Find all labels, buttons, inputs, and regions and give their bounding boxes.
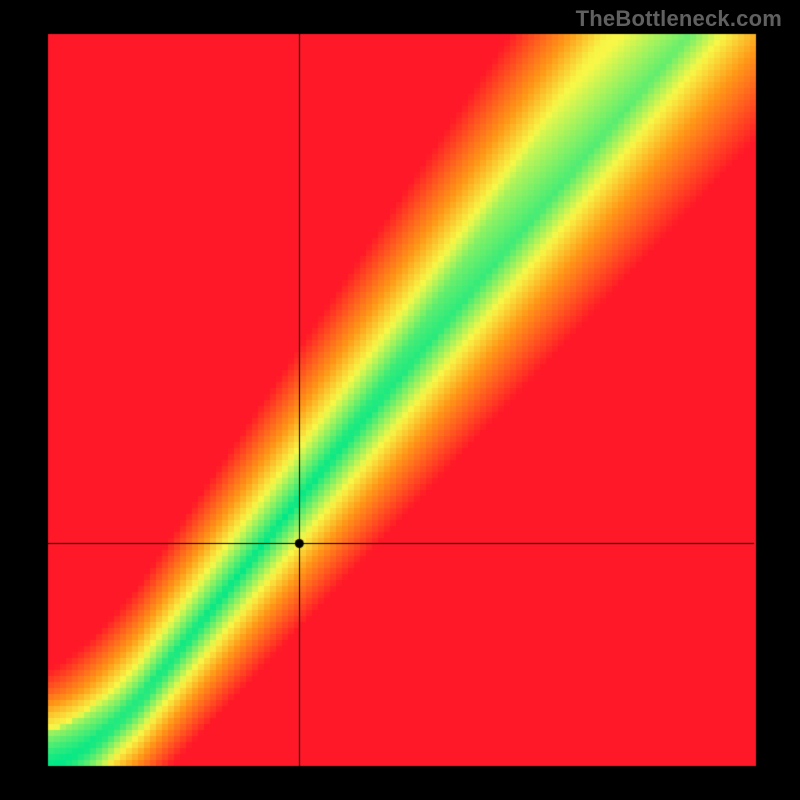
bottleneck-heatmap (0, 0, 800, 800)
watermark-text: TheBottleneck.com (576, 6, 782, 32)
